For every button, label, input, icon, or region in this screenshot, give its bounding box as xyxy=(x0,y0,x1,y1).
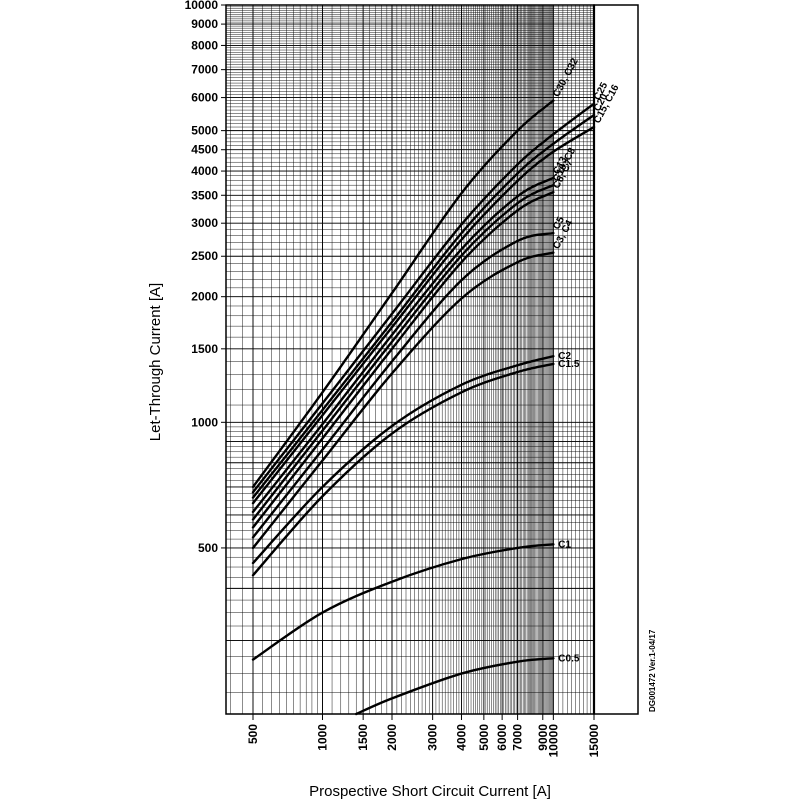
y-tick-label: 500 xyxy=(198,541,218,555)
y-tick-label: 3500 xyxy=(191,188,218,202)
series-label: C1.5 xyxy=(558,359,580,370)
x-tick-label: 1500 xyxy=(356,724,370,751)
document-code: DG001472 Ver.1-04/17 xyxy=(648,629,657,712)
y-tick-label: 10000 xyxy=(185,0,219,12)
y-tick-label: 4500 xyxy=(191,143,218,157)
series-line-c1 xyxy=(251,543,555,661)
side-panel xyxy=(593,4,639,715)
x-tick-labels: 500 1000 1500 2000 3000 4000 5000 6000 7000 90001… xyxy=(246,714,601,757)
y-tick-label: 7000 xyxy=(191,63,218,77)
series-line-c13 xyxy=(251,176,555,514)
y-tick-label: 8000 xyxy=(191,38,218,52)
y-tick-label: 2500 xyxy=(191,249,218,263)
series-label: C2 xyxy=(558,351,571,362)
x-tick-label: 10000 xyxy=(546,724,560,758)
series-line-c10-c8 xyxy=(251,183,555,521)
series-line-c0-5 xyxy=(355,657,555,716)
x-tick-label: 2000 xyxy=(385,724,399,751)
plot-frame xyxy=(225,4,639,715)
x-tick-label: 1000 xyxy=(315,724,329,751)
x-tick-label: 5000 xyxy=(477,724,491,751)
series-line-c2 xyxy=(251,355,555,565)
series-line-c1-5 xyxy=(251,362,555,577)
x-tick-label: 6000 xyxy=(495,724,509,751)
series-line-c20 xyxy=(251,113,596,499)
x-tick-label: 500 xyxy=(246,724,260,744)
series-label: C1 xyxy=(558,539,571,550)
major-grid xyxy=(226,4,594,714)
series-line-c15-c16 xyxy=(251,125,596,505)
y-tick-label: 1500 xyxy=(191,342,218,356)
series-label: C0.5 xyxy=(558,653,580,664)
y-tick-label: 5000 xyxy=(191,124,218,138)
curve-group xyxy=(251,99,596,716)
y-tick-label: 3000 xyxy=(191,216,218,230)
y-tick-label: 9000 xyxy=(191,17,218,31)
y-tick-label: 6000 xyxy=(191,91,218,105)
series-line-c5 xyxy=(251,231,555,539)
y-tick-label: 4000 xyxy=(191,164,218,178)
series-line-c3-c4 xyxy=(251,251,555,550)
series-line-c30-c32 xyxy=(251,99,555,489)
y-tick-labels: 10000 9000 8000 7000 6000 5000 4500 4000 3500 300… xyxy=(185,0,226,555)
x-tick-label: 3000 xyxy=(426,724,440,751)
x-tick-label: 9000 xyxy=(536,724,550,751)
series-label: C5 xyxy=(551,215,567,232)
y-tick-label: 2000 xyxy=(191,290,218,304)
y-axis-title: Let-Through Current [A] xyxy=(147,283,164,441)
y-tick-label: 1000 xyxy=(191,415,218,429)
x-tick-label: 4000 xyxy=(454,724,468,751)
series-line-c25 xyxy=(251,102,596,494)
x-tick-label: 15000 xyxy=(587,724,601,758)
x-axis-title: Prospective Short Circuit Current [A] xyxy=(309,783,551,800)
x-tick-label: 7000 xyxy=(511,724,525,751)
series-line-c6-c7 xyxy=(251,190,555,529)
